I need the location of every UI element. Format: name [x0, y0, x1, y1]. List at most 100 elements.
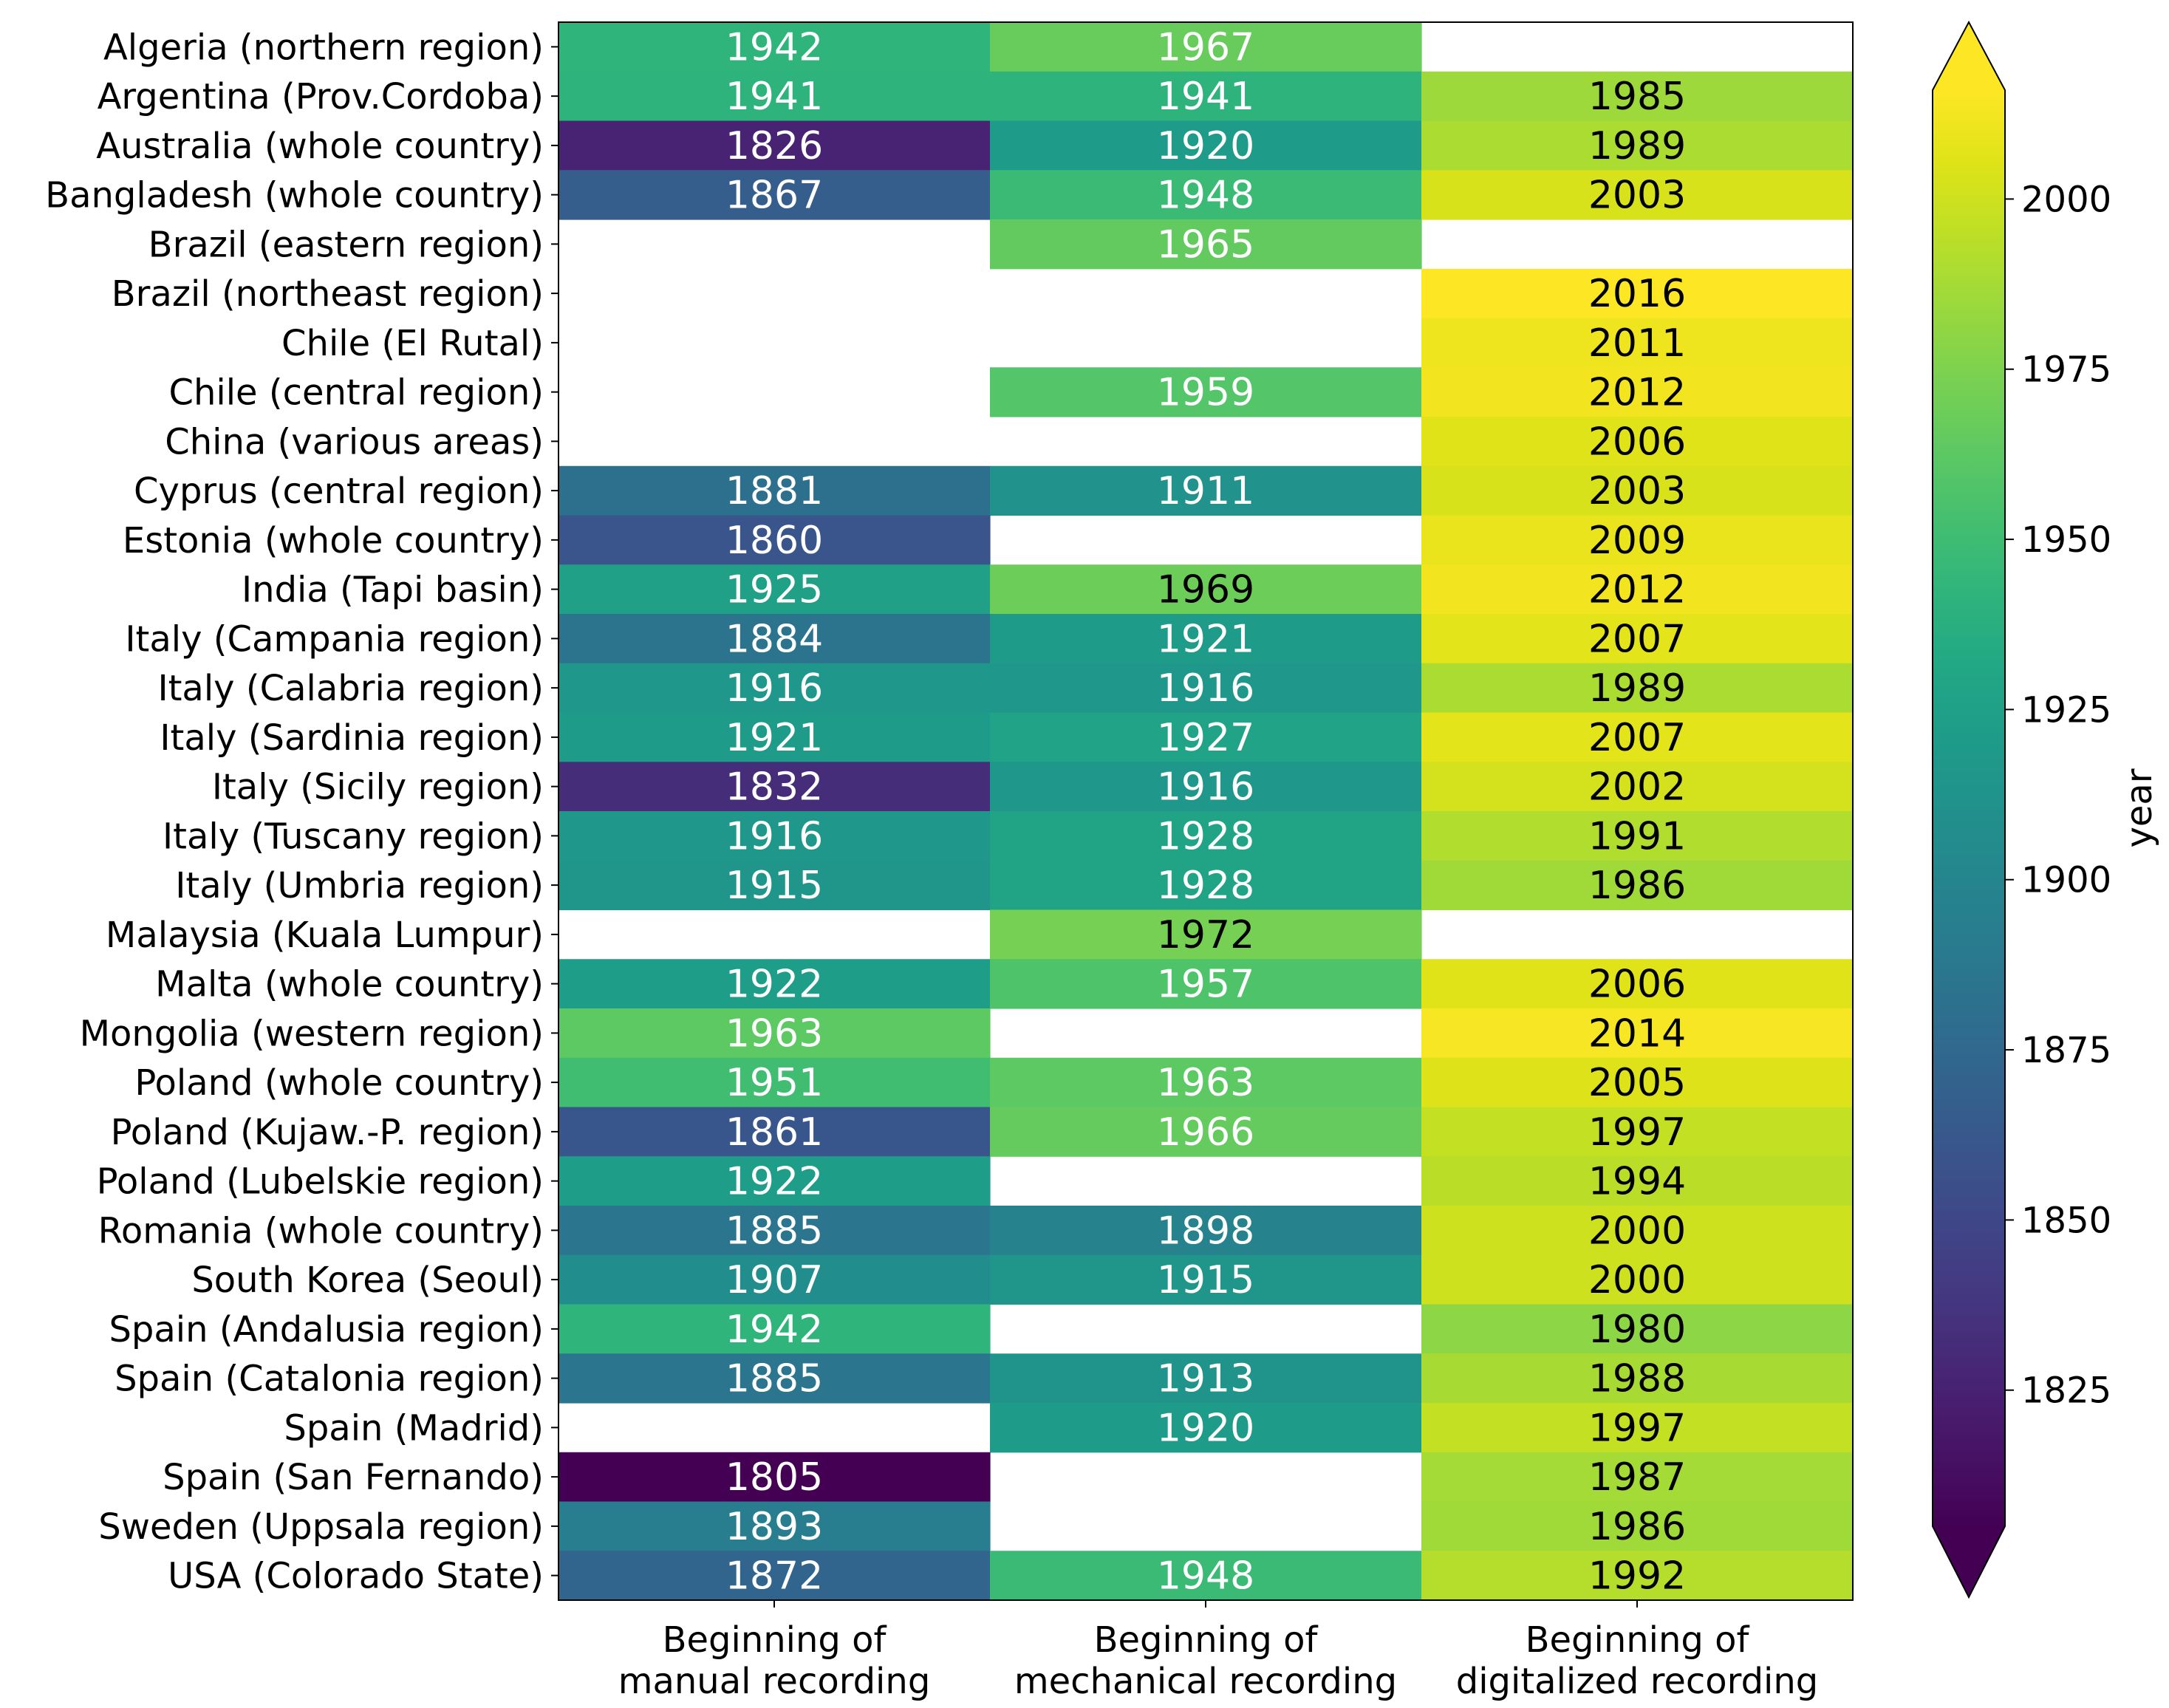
heatmap-cell: [1421, 663, 1854, 714]
row-label: Italy (Campania region): [125, 618, 544, 660]
colorbar-tick-label: 1875: [2021, 1030, 2111, 1071]
cell-value-label: 1980: [1588, 1308, 1686, 1352]
colorbar-label: year: [2119, 768, 2160, 847]
column-label: digitalized recording: [1456, 1661, 1819, 1702]
cell-value-label: 1921: [1157, 617, 1254, 661]
row-label: Estonia (whole country): [123, 520, 544, 561]
heatmap-cell: [559, 71, 991, 122]
cell-value-label: 1997: [1588, 1110, 1686, 1155]
cell-value-label: 1959: [1157, 371, 1254, 415]
cell-value-label: 2006: [1588, 420, 1686, 464]
cell-value-label: 2005: [1588, 1061, 1686, 1105]
cell-value-label: 1997: [1588, 1406, 1686, 1450]
row-label: Spain (Madrid): [284, 1407, 544, 1449]
row-label: Australia (whole country): [96, 126, 544, 167]
cell-value-label: 1992: [1588, 1554, 1686, 1599]
cell-value-label: 1922: [725, 963, 823, 1007]
heatmap-cell: [1421, 811, 1854, 861]
heatmap-cell: [1421, 465, 1854, 516]
cell-value-label: 1885: [725, 1209, 823, 1253]
cell-value-label: 2012: [1588, 371, 1686, 415]
heatmap-cell: [990, 1057, 1422, 1108]
cell-value-label: 1989: [1588, 666, 1686, 711]
cell-value-label: 1957: [1157, 963, 1254, 1007]
heatmap-cell: [1421, 1551, 1854, 1601]
cell-value-label: 1927: [1157, 716, 1254, 760]
heatmap-cell: [559, 120, 991, 171]
row-label: Italy (Umbria region): [175, 865, 544, 906]
cell-value-label: 1916: [1157, 765, 1254, 810]
cell-value-label: 1907: [725, 1258, 823, 1302]
heatmap-cell: [559, 663, 991, 714]
cell-value-label: 1911: [1157, 469, 1254, 513]
cell-value-label: 1805: [725, 1455, 823, 1500]
heatmap-cell: [1421, 762, 1854, 812]
heatmap-cell: [990, 860, 1422, 911]
row-label: Italy (Sardinia region): [160, 717, 544, 759]
row-label: Poland (Kujaw.-P. region): [111, 1112, 544, 1153]
heatmap-cell: [559, 712, 991, 762]
heatmap-cell: [559, 1254, 991, 1305]
row-label: Italy (Tuscany region): [163, 816, 544, 857]
row-label: Spain (Andalusia region): [109, 1309, 544, 1350]
heatmap-cell: [990, 762, 1422, 812]
heatmap-cell: [1421, 1254, 1854, 1305]
row-label: Chile (central region): [168, 372, 544, 414]
column-label: mechanical recording: [1014, 1661, 1397, 1702]
heatmap-cell: [559, 1206, 991, 1256]
cell-value-label: 1861: [725, 1110, 823, 1155]
heatmap-cells: [559, 22, 1854, 1601]
cell-value-label: 2003: [1588, 174, 1686, 218]
heatmap-cell: [559, 860, 991, 911]
heatmap-cell: [990, 614, 1422, 664]
cell-value-label: 1928: [1157, 864, 1254, 908]
row-label: India (Tapi basin): [242, 570, 544, 611]
column-label: Beginning of: [1526, 1619, 1750, 1661]
heatmap-cell: [1421, 318, 1854, 368]
heatmap-cell: [990, 465, 1422, 516]
heatmap-cell: [1421, 614, 1854, 664]
heatmap-cell: [559, 811, 991, 861]
cell-value-label: 1920: [1157, 124, 1254, 168]
cell-value-label: 2007: [1588, 716, 1686, 760]
row-label: Sweden (Uppsala region): [98, 1506, 544, 1548]
heatmap-cell: [990, 71, 1422, 122]
cell-value-label: 1951: [725, 1061, 823, 1105]
row-label: Mongolia (western region): [80, 1013, 544, 1054]
heatmap-cell: [559, 1008, 991, 1059]
cell-value-label: 1986: [1588, 864, 1686, 908]
column-label: Beginning of: [1094, 1619, 1319, 1661]
cell-value-label: 2011: [1588, 321, 1686, 366]
row-label: Cyprus (central region): [134, 471, 544, 512]
row-label: Bangladesh (whole country): [45, 175, 544, 216]
heatmap-cell: [1421, 417, 1854, 467]
row-label: South Korea (Seoul): [191, 1260, 544, 1301]
heatmap-cell: [1421, 1057, 1854, 1108]
cell-value-label: 1916: [725, 814, 823, 858]
cell-value-label: 1872: [725, 1554, 823, 1599]
cell-value-label: 2016: [1588, 272, 1686, 316]
heatmap-cell: [559, 1501, 991, 1551]
heatmap-cell: [990, 219, 1422, 270]
cell-value-label: 1885: [725, 1357, 823, 1401]
cell-value-label: 1963: [725, 1011, 823, 1056]
heatmap-cell: [990, 1551, 1422, 1601]
colorbar-tick-label: 1950: [2021, 519, 2111, 561]
heatmap-cell: [990, 663, 1422, 714]
cell-value-label: 2007: [1588, 617, 1686, 661]
heatmap-cell: [1421, 170, 1854, 220]
colorbar-tick-label: 1900: [2021, 860, 2111, 901]
cell-value-label: 1942: [725, 1308, 823, 1352]
cell-value-label: 2000: [1588, 1258, 1686, 1302]
cell-value-label: 2006: [1588, 963, 1686, 1007]
cell-value-label: 1915: [725, 864, 823, 908]
cell-value-label: 2014: [1588, 1011, 1686, 1056]
heatmap-cell: [559, 959, 991, 1009]
cell-value-label: 1972: [1157, 913, 1254, 957]
column-label: Beginning of: [663, 1619, 887, 1661]
row-label: Brazil (northeast region): [112, 273, 544, 315]
cell-value-label: 2012: [1588, 568, 1686, 612]
heatmap-cell: [1421, 1107, 1854, 1157]
heatmap-cell: [990, 712, 1422, 762]
row-label: Algeria (northern region): [103, 27, 544, 68]
